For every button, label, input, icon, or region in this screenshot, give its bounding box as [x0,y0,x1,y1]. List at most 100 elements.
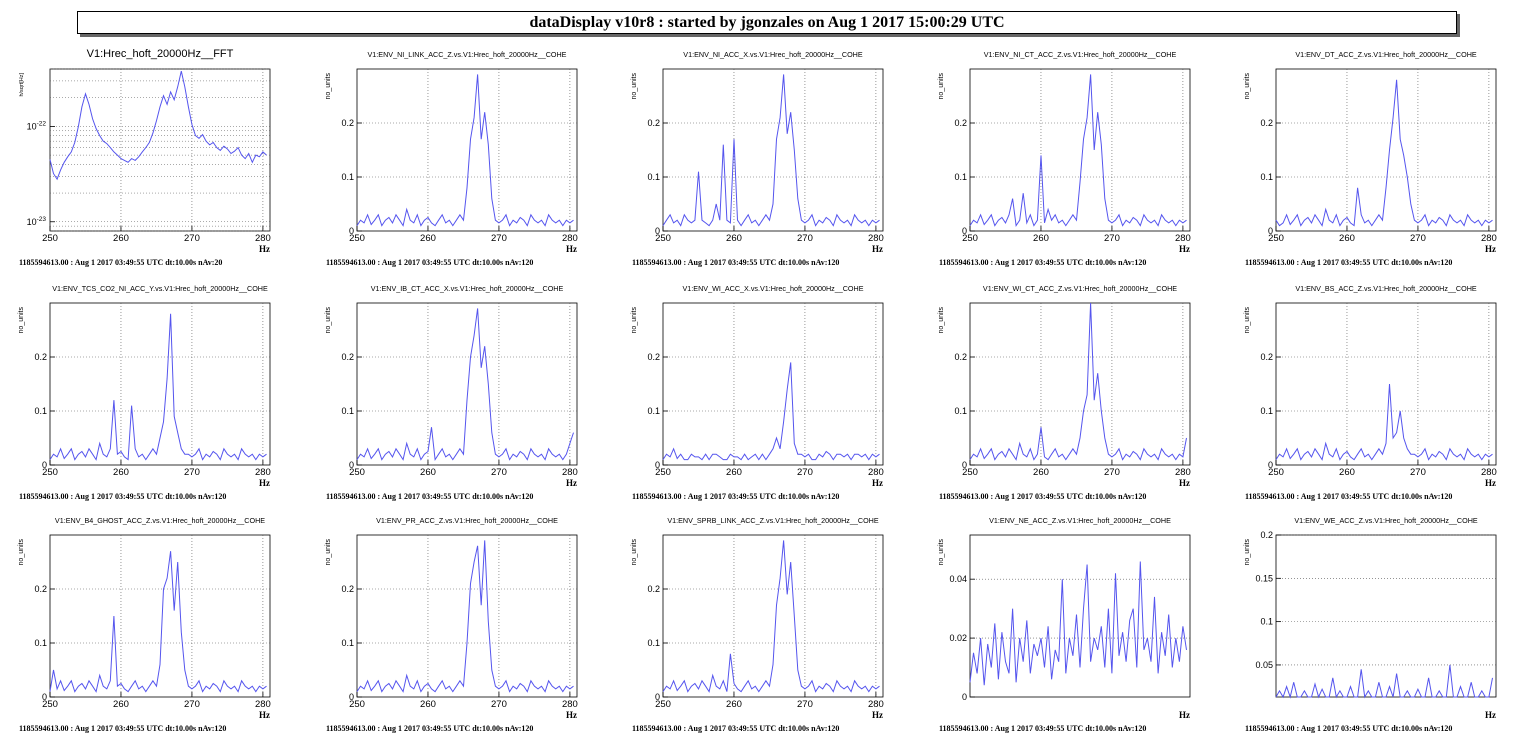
page-title-banner: dataDisplay v10r8 : started by jgonzales… [77,11,1457,34]
x-tick-label: 270 [1104,233,1120,244]
y-tick-label: 0.2 [1260,352,1273,362]
x-tick-label: 250 [962,467,978,478]
chart-title: V1:ENV_IB_CT_ACC_X.vs.V1:Hrec_hoft_20000… [370,284,563,293]
chart-svg: V1:ENV_BS_ACC_Z.vs.V1:Hrec_hoft_20000Hz_… [1244,284,1497,501]
y-tick-label: 0.1 [341,172,354,182]
chart-footer: 1185594613.00 : Aug 1 2017 03:49:55 UTC … [1245,492,1452,501]
chart-footer: 1185594613.00 : Aug 1 2017 03:49:55 UTC … [1245,258,1452,267]
chart-panel: V1:ENV_WI_CT_ACC_Z.vs.V1:Hrec_hoft_20000… [923,280,1229,514]
x-axis-label: Hz [1179,710,1190,720]
chart-panel: V1:ENV_SPRB_LINK_ACC_Z.vs.V1:Hrec_hoft_2… [616,512,922,746]
chart-footer: 1185594613.00 : Aug 1 2017 03:49:55 UTC … [19,724,226,733]
x-tick-label: 270 [491,699,507,710]
series-line [662,74,880,227]
y-axis-label: no_units [938,307,945,334]
plot-frame [49,534,271,698]
y-tick-label: 0.2 [954,352,967,362]
chart-footer: 1185594613.00 : Aug 1 2017 03:49:55 UTC … [1245,724,1452,733]
plot-frame [1275,68,1497,232]
chart-svg: V1:ENV_WI_CT_ACC_Z.vs.V1:Hrec_hoft_20000… [938,284,1191,501]
y-tick-label: 0 [42,460,47,470]
x-tick-label: 280 [561,233,577,244]
y-axis-label: no_units [1244,307,1251,334]
x-tick-label: 260 [726,233,742,244]
plot-frame [49,302,271,466]
x-axis-label: Hz [566,478,577,488]
y-tick-label: 0.04 [949,574,967,584]
y-tick-label: 0.02 [949,633,967,643]
y-tick-label: 0.1 [34,406,47,416]
series-line [1275,664,1493,699]
chart-title: V1:ENV_NE_ACC_Z.vs.V1:Hrec_hoft_20000Hz_… [989,516,1171,525]
chart-footer: 1185594613.00 : Aug 1 2017 03:49:55 UTC … [632,492,839,501]
chart-title: V1:ENV_WI_ACC_X.vs.V1:Hrec_hoft_20000Hz_… [683,284,864,293]
chart-footer: 1185594613.00 : Aug 1 2017 03:49:55 UTC … [326,724,533,733]
y-tick-label: 0.05 [1255,660,1273,670]
chart-panel: V1:ENV_WE_ACC_Z.vs.V1:Hrec_hoft_20000Hz_… [1229,512,1532,746]
chart-title: V1:ENV_WI_CT_ACC_Z.vs.V1:Hrec_hoft_20000… [982,284,1176,293]
series-line [969,302,1187,461]
chart-svg: V1:ENV_PR_ACC_Z.vs.V1:Hrec_hoft_20000Hz_… [325,516,578,733]
x-tick-label: 280 [868,467,884,478]
plot-frame [356,302,577,466]
y-tick-label: 0 [348,460,353,470]
x-tick-label: 270 [184,699,200,710]
y-tick-label: 0.2 [1260,530,1273,540]
x-tick-label: 250 [655,699,671,710]
chart-svg: V1:ENV_B4_GHOST_ACC_Z.vs.V1:Hrec_hoft_20… [18,516,271,733]
y-tick-label: 0.2 [341,352,354,362]
chart-svg: V1:ENV_TCS_CO2_NI_ACC_Y.vs.V1:Hrec_hoft_… [18,284,271,501]
y-axis-label: no_units [18,307,25,334]
x-tick-label: 250 [655,233,671,244]
y-tick-label: 0.1 [1260,172,1273,182]
x-axis-label: Hz [1485,244,1496,254]
y-tick-label: 0.2 [341,118,354,128]
y-tick-label: 0 [348,226,353,236]
y-tick-label: 10-22 [27,120,47,131]
x-tick-label: 250 [42,233,58,244]
y-axis-label: no_units [631,307,638,334]
x-tick-label: 270 [797,699,813,710]
x-tick-label: 280 [255,467,271,478]
x-tick-label: 250 [1268,233,1284,244]
x-tick-label: 280 [1174,233,1190,244]
y-axis-label: no_units [631,539,638,566]
x-tick-label: 270 [797,233,813,244]
chart-panel: V1:Hrec_hoft_20000Hz__FFT 250 260 270 280 10-… [3,46,309,280]
y-tick-label: 10-23 [27,216,47,227]
plot-frame [356,68,577,232]
plot-frame [662,302,884,466]
chart-footer: 1185594613.00 : Aug 1 2017 03:49:55 UTC … [326,492,533,501]
x-tick-label: 260 [1033,233,1049,244]
y-axis-label: no_units [631,73,638,100]
chart-svg: V1:ENV_NI_LINK_ACC_Z.vs.V1:Hrec_hoft_200… [325,50,578,267]
x-tick-label: 260 [113,233,129,244]
series-line [1275,383,1493,461]
y-tick-label: 0.1 [647,172,660,182]
x-tick-label: 260 [420,233,436,244]
series-line [49,70,267,181]
y-tick-label: 0 [42,692,47,702]
chart-svg: V1:ENV_NE_ACC_Z.vs.V1:Hrec_hoft_20000Hz_… [938,516,1190,733]
y-tick-label: 0.1 [341,638,354,648]
y-tick-label: 0 [1268,226,1273,236]
y-tick-label: 0 [655,226,660,236]
y-tick-label: 0 [655,460,660,470]
x-tick-label: 270 [184,467,200,478]
x-axis-label: Hz [1485,478,1496,488]
y-axis-label: no_units [938,73,945,100]
chart-title: V1:ENV_NI_LINK_ACC_Z.vs.V1:Hrec_hoft_200… [367,50,566,59]
x-axis-label: Hz [259,710,270,720]
chart-svg: V1:ENV_WE_ACC_Z.vs.V1:Hrec_hoft_20000Hz_… [1244,516,1497,733]
chart-svg: V1:ENV_SPRB_LINK_ACC_Z.vs.V1:Hrec_hoft_2… [631,516,884,733]
x-axis-label: Hz [1485,710,1496,720]
x-tick-label: 250 [655,467,671,478]
x-axis-label: Hz [1179,478,1190,488]
y-tick-label: 0.1 [341,406,354,416]
y-axis-label: no_units [1244,73,1251,100]
x-tick-label: 260 [726,467,742,478]
y-axis-label: no_units [325,307,332,334]
chart-title: V1:ENV_B4_GHOST_ACC_Z.vs.V1:Hrec_hoft_20… [55,516,265,525]
y-tick-label: 0.1 [647,406,660,416]
x-tick-label: 260 [1339,467,1355,478]
